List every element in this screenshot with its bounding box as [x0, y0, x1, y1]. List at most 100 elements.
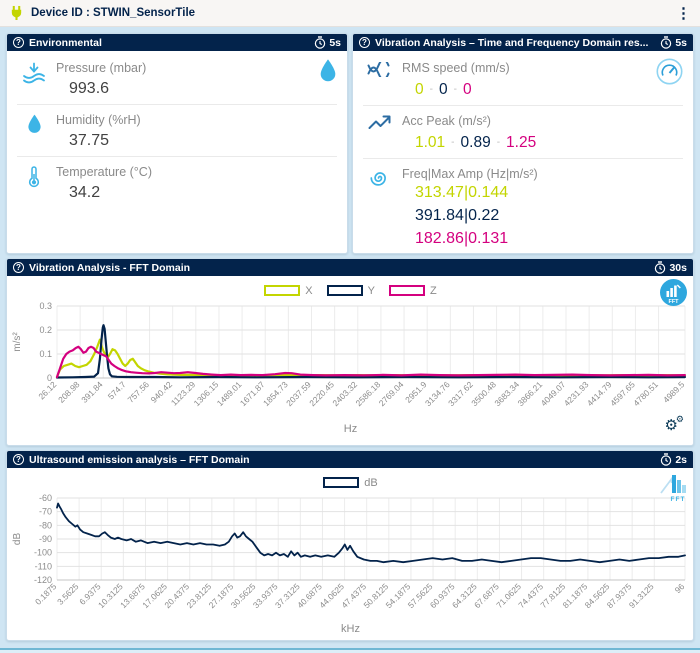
svg-text:dB: dB — [12, 533, 23, 546]
refresh-label: 30s — [669, 261, 687, 274]
plug-icon — [11, 5, 22, 21]
help-icon[interactable]: ? — [13, 454, 24, 465]
refresh-interval[interactable]: 2s — [660, 453, 687, 466]
value-separator: - — [451, 137, 455, 148]
metric-values: 1.01-0.89-1.25 — [415, 134, 536, 152]
pressure-icon — [21, 61, 47, 98]
legend-swatch — [326, 285, 363, 296]
help-icon[interactable]: ? — [13, 37, 24, 48]
svg-text:757.56: 757.56 — [126, 379, 152, 405]
legend-item-dB[interactable]: dB — [323, 476, 378, 489]
help-icon[interactable]: ? — [13, 262, 24, 273]
freq-amp-z: 182.86|0.131 — [415, 230, 509, 247]
value-y: 0 — [438, 81, 448, 98]
svg-text:0.2: 0.2 — [39, 325, 52, 335]
value-separator: - — [496, 137, 501, 148]
svg-text:-70: -70 — [39, 507, 52, 517]
clock-icon — [661, 36, 672, 49]
svg-text:208.98: 208.98 — [56, 379, 82, 405]
vibration-fft-panel-header[interactable]: ? Vibration Analysis - FFT Domain 30s — [7, 259, 693, 276]
svg-text:391.84: 391.84 — [79, 379, 105, 405]
svg-text:FFT: FFT — [671, 496, 686, 503]
metric-label: Humidity (%rH) — [56, 113, 141, 127]
refresh-label: 5s — [675, 36, 687, 49]
fft-bars-icon[interactable]: FFT — [657, 471, 687, 508]
clock-icon — [661, 453, 672, 466]
environmental-panel: ? Environmental 5s Pressure (m — [6, 33, 348, 254]
bottom-light-strip — [0, 650, 700, 653]
gauge-icon[interactable] — [656, 58, 683, 85]
svg-text:4780.51: 4780.51 — [631, 379, 660, 408]
svg-text:-90: -90 — [39, 534, 52, 544]
svg-text:0.3: 0.3 — [39, 301, 52, 311]
bottom-accent-line — [0, 648, 700, 650]
menu-kebab-icon[interactable]: ⋮ — [676, 4, 691, 22]
value-z: 1.25 — [506, 134, 537, 151]
metric-label: Temperature (°C) — [56, 165, 152, 179]
legend-swatch — [388, 285, 425, 296]
value-x: 0 — [415, 81, 424, 98]
fft-circle-icon[interactable]: FFT — [660, 279, 687, 311]
svg-text:-100: -100 — [34, 548, 52, 558]
svg-text:96: 96 — [673, 581, 687, 595]
value-z: 0 — [462, 81, 472, 98]
freq-amp-x: 313.47|0.144 — [415, 184, 509, 201]
legend-label: X — [305, 284, 313, 297]
legend-swatch — [323, 477, 360, 488]
refresh-interval[interactable]: 5s — [660, 36, 687, 49]
vibration-time-frequency-panel: ? Vibration Analysis – Time and Frequenc… — [352, 33, 694, 254]
refresh-interval[interactable]: 30s — [654, 261, 687, 274]
humidity-icon — [21, 113, 47, 150]
legend-item-X[interactable]: X — [264, 284, 313, 297]
clock-icon — [315, 36, 326, 49]
svg-text:2769.04: 2769.04 — [377, 379, 406, 408]
metric-label: Acc Peak (m/s²) — [402, 114, 491, 128]
svg-text:91.3125: 91.3125 — [627, 581, 656, 610]
svg-text:4989.5: 4989.5 — [661, 379, 687, 405]
settings-gears-icon[interactable]: ⚙⚙ — [664, 414, 684, 434]
panel-title: Environmental — [29, 36, 102, 49]
x-axis-title: Hz — [343, 423, 358, 435]
value-separator: - — [453, 84, 457, 95]
refresh-interval[interactable]: 5s — [314, 36, 341, 49]
topbar: Device ID : STWIN_SensorTile ⋮ — [0, 0, 700, 27]
legend-item-Y[interactable]: Y — [326, 285, 375, 297]
panel-title: Vibration Analysis – Time and Frequency … — [375, 36, 649, 49]
value-x: 1.01 — [415, 134, 446, 151]
svg-text:3.5625: 3.5625 — [55, 581, 81, 607]
vib-row-acc-peak: Acc Peak (m/s²) 1.01-0.89-1.25 — [363, 106, 683, 159]
trend-up-icon — [367, 114, 393, 152]
legend-item-Z[interactable]: Z — [388, 284, 437, 297]
svg-text:-110: -110 — [35, 561, 52, 571]
panel-title: Vibration Analysis - FFT Domain — [29, 261, 191, 274]
ultrasound-fft-chart: 0.18753.56256.937510.312513.687517.06252… — [12, 493, 687, 610]
svg-text:-120: -120 — [34, 575, 52, 585]
environmental-panel-header[interactable]: ? Environmental 5s — [7, 34, 347, 51]
svg-text:m/s²: m/s² — [12, 332, 23, 352]
metric-values: 0-0-0 — [415, 81, 510, 99]
legend-swatch — [264, 285, 301, 296]
env-row-humidity: Humidity (%rH) 37.75 — [17, 105, 337, 157]
legend-label: Z — [429, 284, 437, 297]
help-icon[interactable]: ? — [359, 37, 370, 48]
device-id-label: Device ID : STWIN_SensorTile — [31, 7, 196, 19]
svg-text:0: 0 — [47, 373, 52, 383]
freq-amp-y: 391.84|0.22 — [415, 207, 500, 224]
legend-label: dB — [364, 476, 378, 489]
ultrasound-panel-header[interactable]: ? Ultrasound emission analysis – FFT Dom… — [7, 451, 693, 468]
value-separator: - — [429, 84, 433, 95]
ultrasound-fft-panel: ? Ultrasound emission analysis – FFT Dom… — [6, 450, 694, 641]
metric-label: RMS speed (mm/s) — [402, 61, 510, 75]
spiral-icon — [367, 167, 393, 250]
clock-icon — [655, 261, 666, 274]
env-row-pressure: Pressure (mbar) 993.6 — [17, 53, 337, 105]
metric-label: Pressure (mbar) — [56, 61, 147, 75]
svg-text:FFT: FFT — [668, 299, 679, 305]
value-y: 0.89 — [460, 134, 491, 151]
metric-label: Freq|Max Amp (Hz|m/s²) — [402, 167, 538, 181]
temperature-icon — [21, 165, 47, 202]
vibration-panel-header[interactable]: ? Vibration Analysis – Time and Frequenc… — [353, 34, 693, 51]
svg-text:-60: -60 — [39, 493, 52, 503]
svg-text:0.1: 0.1 — [39, 349, 52, 359]
